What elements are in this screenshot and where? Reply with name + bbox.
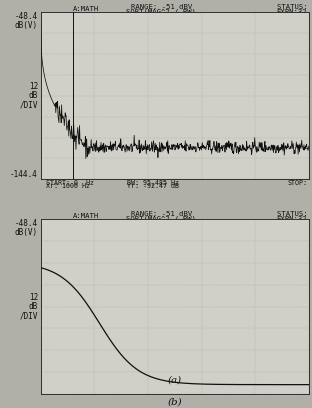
Text: Xr: 1000 Hz: Xr: 1000 Hz: [46, 183, 90, 189]
Text: SQRT(MAG^2 / BW): SQRT(MAG^2 / BW): [126, 216, 196, 222]
Text: A:MATH: A:MATH: [73, 213, 99, 220]
Text: -48.4
dB(V): -48.4 dB(V): [15, 220, 38, 237]
Text: STATUS: PA: STATUS: PA: [277, 211, 312, 217]
Text: STATUS: PA: STATUS: PA: [277, 4, 312, 10]
Text: RANGE: -51 dBV: RANGE: -51 dBV: [131, 4, 192, 10]
Text: BW: 95,485 Hz: BW: 95,485 Hz: [127, 180, 179, 186]
Text: SQRT(MAG^2 / BW): SQRT(MAG^2 / BW): [126, 9, 196, 16]
Text: EXPN:32: EXPN:32: [277, 9, 307, 15]
Text: (a): (a): [168, 376, 182, 385]
Text: Yr: -92.47 dB: Yr: -92.47 dB: [127, 183, 179, 189]
Text: A:MATH: A:MATH: [73, 7, 99, 12]
Text: RANGE: -51 dBV: RANGE: -51 dBV: [131, 211, 192, 217]
Text: -48.4
dB(V): -48.4 dB(V): [15, 12, 38, 30]
Text: START: 0  Hz: START: 0 Hz: [46, 180, 94, 186]
Text: -144.4: -144.4: [10, 171, 38, 180]
Text: 12
dB
/DIV: 12 dB /DIV: [19, 82, 38, 109]
Text: STOP:: STOP:: [287, 180, 307, 186]
Text: EXPN:32: EXPN:32: [277, 216, 307, 222]
Text: (b): (b): [168, 398, 182, 407]
Text: 12
dB
/DIV: 12 dB /DIV: [19, 293, 38, 320]
